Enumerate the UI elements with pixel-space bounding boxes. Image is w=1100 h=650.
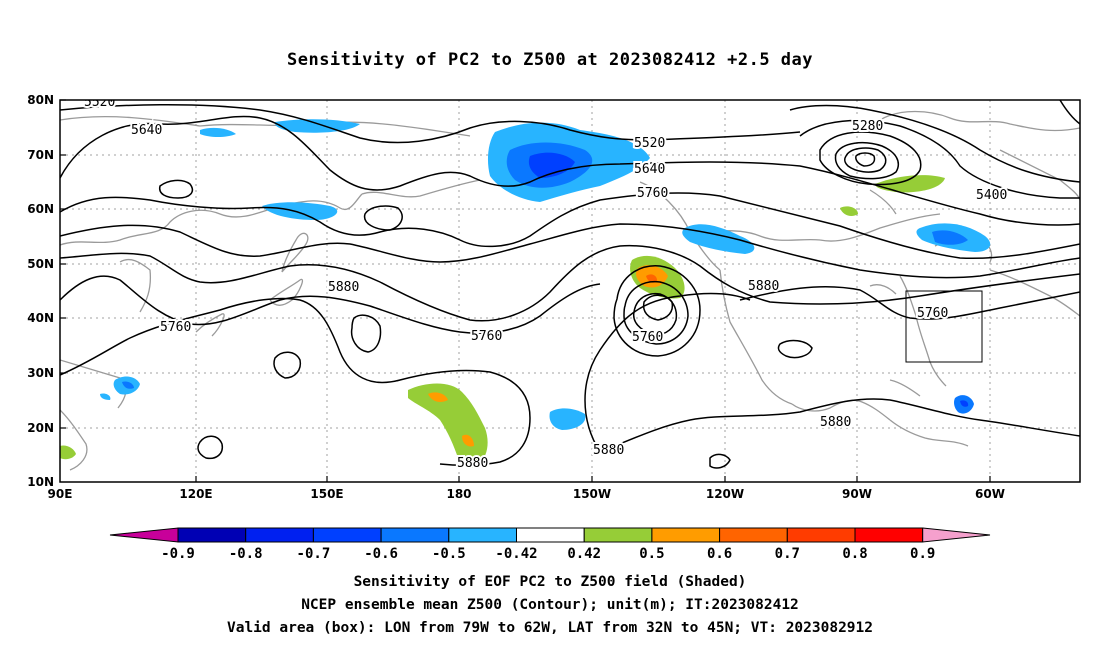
colorbar-label: 0.9 <box>910 546 935 562</box>
valid-area-box <box>905 290 983 363</box>
colorbar-label: 0.8 <box>842 546 867 562</box>
colorbar-label: -0.42 <box>495 546 537 562</box>
lon-label: 120W <box>706 487 744 501</box>
negative-sensitivity-region-hawaii <box>549 408 586 430</box>
lon-label: 60W <box>975 487 1005 501</box>
lat-label: 80N <box>27 93 54 107</box>
lat-label: 40N <box>27 311 54 325</box>
contour-label: 5880 <box>820 415 851 430</box>
contour-label: 5520 <box>634 136 665 151</box>
negative-sensitivity-region-atlantic <box>954 395 974 414</box>
lat-label: 60N <box>27 202 54 216</box>
colorbar-cell <box>516 527 585 543</box>
colorbar-label: -0.6 <box>364 546 398 562</box>
contour-labels: 5520 5640 5520 5640 5760 5280 5400 5880 … <box>82 95 1009 473</box>
colorbar-cell <box>448 527 517 543</box>
contour-label: 5880 <box>457 456 488 471</box>
contour-label: 5640 <box>131 123 162 138</box>
negative-sensitivity-region-labrador <box>916 223 991 252</box>
chart-title: Sensitivity of PC2 to Z500 at 2023082412… <box>286 50 813 70</box>
z500-contours <box>60 100 1080 469</box>
lat-label: 10N <box>27 475 54 489</box>
lon-label: 150W <box>573 487 611 501</box>
negative-sensitivity-region-okhotsk <box>262 202 338 220</box>
caption-line-1: Sensitivity of EOF PC2 to Z500 field (Sh… <box>353 574 747 590</box>
colorbar-above-triangle <box>922 527 991 543</box>
negative-sensitivity-region-siberia-small <box>200 127 236 137</box>
colorbar: -0.9 -0.8 -0.7 -0.6 -0.5 -0.42 0.42 0.5 … <box>109 527 991 562</box>
contour-label: 5760 <box>160 320 191 335</box>
lat-label: 20N <box>27 421 54 435</box>
caption-line-3: Valid area (box): LON from 79W to 62W, L… <box>226 620 873 636</box>
colorbar-cell <box>583 527 653 543</box>
contour-label: 5760 <box>637 186 668 201</box>
colorbar-label: 0.7 <box>775 546 800 562</box>
lon-label: 150E <box>310 487 343 501</box>
negative-sensitivity-region-south-china-sea <box>100 376 140 400</box>
colorbar-cell <box>651 527 721 543</box>
colorbar-cell <box>380 527 450 543</box>
contour-label: 5880 <box>328 280 359 295</box>
colorbar-below-triangle <box>109 527 179 543</box>
axis-ticks <box>60 99 991 482</box>
lon-label: 120E <box>179 487 212 501</box>
contour-label: 5400 <box>976 188 1007 203</box>
colorbar-label: -0.9 <box>161 546 195 562</box>
positive-sensitivity-region-north-pacific <box>630 255 685 299</box>
colorbar-label: -0.8 <box>229 546 263 562</box>
colorbar-label: -0.5 <box>432 546 466 562</box>
colorbar-cell <box>719 527 788 543</box>
longitude-labels: 90E 120E 150E 180 150W 120W 90W 60W <box>48 487 1005 501</box>
colorbar-label: 0.42 <box>567 546 601 562</box>
contour-label: 5760 <box>632 330 663 345</box>
lat-label: 30N <box>27 366 54 380</box>
positive-sensitivity-region-central-pacific <box>408 383 488 468</box>
contour-label: 5760 <box>917 306 948 321</box>
lat-label: 70N <box>27 148 54 162</box>
colorbar-cell <box>245 527 314 543</box>
contour-label: 5280 <box>852 119 883 134</box>
positive-sensitivity-region-indochina <box>60 445 76 460</box>
contour-label: 5880 <box>748 279 779 294</box>
positive-sensitivity-region-greenland <box>875 175 945 193</box>
colorbar-cell <box>312 527 382 543</box>
caption-line-2: NCEP ensemble mean Z500 (Contour); unit(… <box>301 597 799 613</box>
contour-label: 5640 <box>634 162 665 177</box>
colorbar-cell <box>854 527 924 543</box>
lon-label: 90W <box>842 487 872 501</box>
lon-label: 180 <box>446 487 471 501</box>
colorbar-label: 0.6 <box>707 546 732 562</box>
colorbar-label: 0.5 <box>639 546 664 562</box>
lon-label: 90E <box>48 487 73 501</box>
contour-label: 5880 <box>593 443 624 458</box>
contour-label: 5520 <box>84 95 115 110</box>
negative-sensitivity-region-siberia <box>274 119 360 133</box>
colorbar-cell <box>177 527 247 543</box>
latitude-labels: 80N 70N 60N 50N 40N 30N 20N 10N <box>27 93 54 489</box>
colorbar-label: -0.7 <box>297 546 331 562</box>
contour-label: 5760 <box>471 329 502 344</box>
positive-sensitivity-region-hudson <box>840 206 858 216</box>
colorbar-cell <box>786 527 856 543</box>
map-frame <box>59 99 1081 483</box>
lat-label: 50N <box>27 257 54 271</box>
sensitivity-shading <box>60 119 991 468</box>
